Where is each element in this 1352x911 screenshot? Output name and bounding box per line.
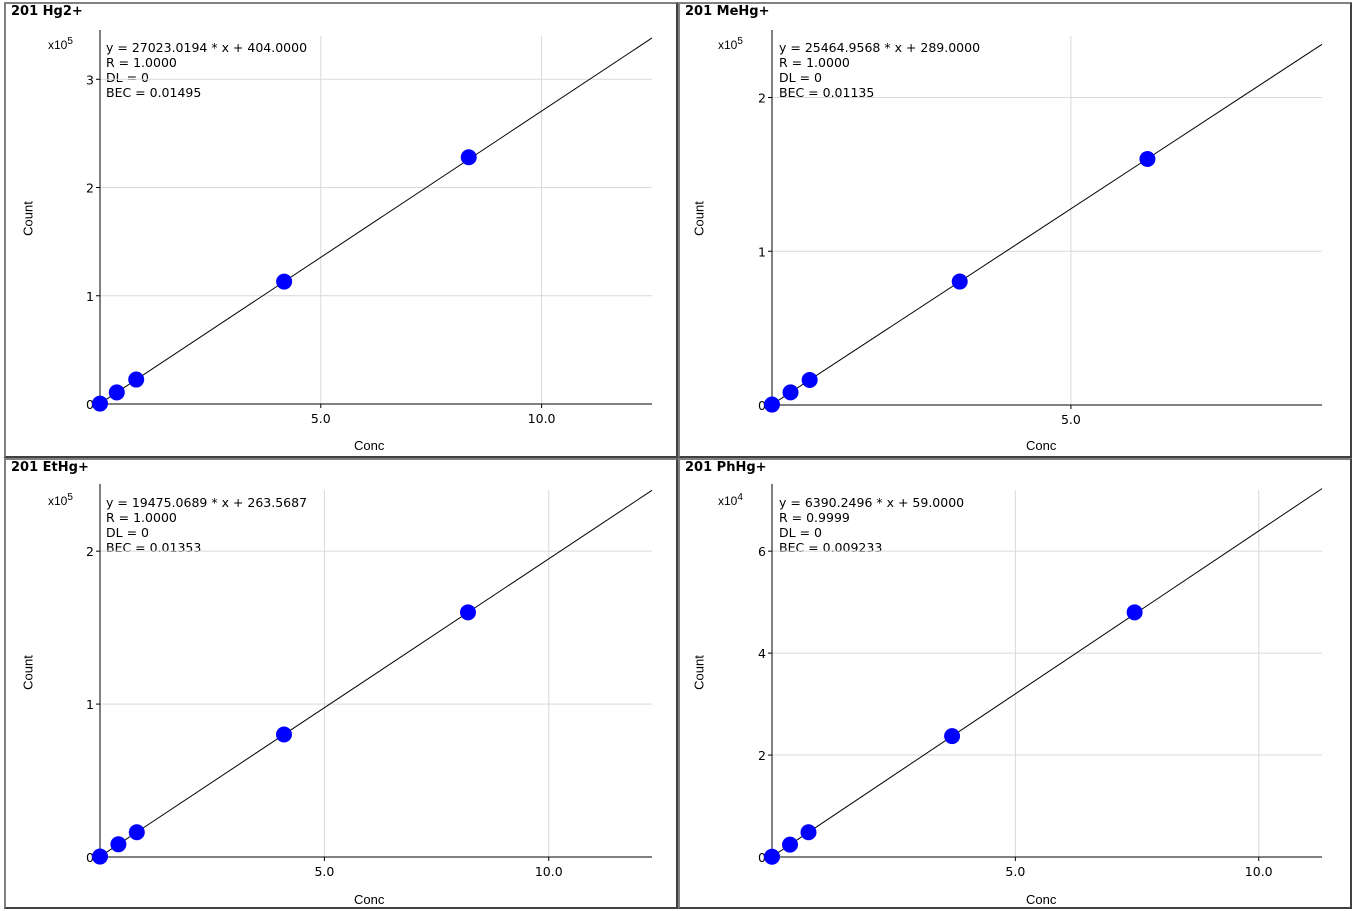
calibration-point xyxy=(108,384,125,401)
calibration-point xyxy=(92,848,108,865)
calibration-point xyxy=(92,395,108,412)
y-tick-label: 3 xyxy=(86,72,94,87)
calibration-point xyxy=(276,273,293,290)
y-tick-label: 1 xyxy=(86,289,94,304)
y-tick-label: 1 xyxy=(758,244,766,259)
multiplier-exponent: 5 xyxy=(67,36,73,47)
calibration-point xyxy=(782,836,799,853)
calibration-point xyxy=(764,848,780,865)
multiplier-exponent: 4 xyxy=(737,492,743,503)
calibration-fit-line xyxy=(99,37,653,404)
plot-area: 0 1 2 3 5.0 10.0 xyxy=(86,30,653,426)
multiplier-base: x10 xyxy=(718,38,738,52)
calibration-point xyxy=(276,726,292,743)
fit-r-value: R = 1.0000 xyxy=(779,55,850,70)
plot-area: 0 2 4 6 5.0 10.0 xyxy=(758,484,1323,879)
x-axis-label: Conc xyxy=(354,438,385,453)
y-tick-label: 2 xyxy=(86,544,94,559)
multiplier-exponent: 5 xyxy=(737,36,743,47)
fit-equation: y = 25464.9568 * x + 289.0000 xyxy=(779,40,981,55)
plot-area: 0 1 2 5.0 xyxy=(758,30,1323,427)
y-tick-label: 0 xyxy=(86,850,94,865)
calibration-panel-ethg: 201 EtHg+ x105 y = 19475.0689 * x + 263.… xyxy=(4,458,678,909)
fit-dl-value: DL = 0 xyxy=(779,70,822,85)
x-axis-label: Conc xyxy=(1026,892,1057,907)
calibration-fit-line xyxy=(771,488,1323,858)
calibration-panel-mehg: 201 MeHg+ x105 y = 25464.9568 * x + 289.… xyxy=(678,2,1352,458)
fit-dl-value: DL = 0 xyxy=(779,525,822,540)
multiplier-exponent: 5 xyxy=(67,492,73,503)
calibration-point xyxy=(951,273,968,290)
calibration-point xyxy=(128,371,145,388)
panel-title: 201 EtHg+ xyxy=(11,460,89,475)
calibration-point xyxy=(801,371,818,388)
fit-r-value: R = 1.0000 xyxy=(106,55,177,70)
calibration-point xyxy=(800,824,817,841)
calibration-fit-line xyxy=(771,43,1323,405)
fit-r-value: R = 1.0000 xyxy=(106,510,177,525)
y-multiplier: x105 xyxy=(48,36,73,52)
x-axis-label: Conc xyxy=(1026,438,1057,453)
fit-bec-value: BEC = 0.01135 xyxy=(779,85,875,100)
calibration-point xyxy=(782,384,799,401)
y-tick-label: 2 xyxy=(86,181,94,196)
multiplier-base: x10 xyxy=(718,494,738,508)
x-tick-label: 10.0 xyxy=(535,864,563,879)
panel-title: 201 Hg2+ xyxy=(11,4,83,19)
x-tick-label: 5.0 xyxy=(314,864,334,879)
y-tick-label: 0 xyxy=(86,397,94,412)
calibration-panel-hg2: 201 Hg2+ x105 y = 27023.0194 * x + 404.0… xyxy=(4,2,678,458)
fit-bec-value: BEC = 0.01495 xyxy=(106,85,202,100)
plot-area: 0 1 2 5.0 10.0 xyxy=(86,484,653,879)
fit-annotation: y = 27023.0194 * x + 404.0000 R = 1.0000… xyxy=(106,40,307,100)
fit-dl-value: DL = 0 xyxy=(106,525,149,540)
x-tick-label: 10.0 xyxy=(1245,864,1273,879)
y-tick-label: 0 xyxy=(758,398,766,413)
multiplier-base: x10 xyxy=(48,494,68,508)
x-tick-label: 5.0 xyxy=(1061,412,1081,427)
y-multiplier: x105 xyxy=(718,36,743,52)
x-tick-label: 5.0 xyxy=(1005,864,1025,879)
y-tick-label: 6 xyxy=(758,544,766,559)
y-multiplier: x105 xyxy=(48,492,73,508)
fit-equation: y = 27023.0194 * x + 404.0000 xyxy=(106,40,308,55)
x-tick-label: 5.0 xyxy=(311,411,331,426)
y-multiplier: x104 xyxy=(718,492,743,508)
fit-dl-value: DL = 0 xyxy=(106,70,149,85)
y-tick-label: 1 xyxy=(86,697,94,712)
fit-annotation: y = 25464.9568 * x + 289.0000 R = 1.0000… xyxy=(779,40,980,100)
calibration-point xyxy=(944,728,961,745)
x-tick-label: 10.0 xyxy=(528,411,556,426)
panel-title: 201 PhHg+ xyxy=(685,460,767,475)
calibration-point xyxy=(1139,151,1156,167)
fit-r-value: R = 0.9999 xyxy=(779,510,850,525)
multiplier-base: x10 xyxy=(48,38,68,52)
calibration-point xyxy=(460,149,477,166)
y-tick-label: 2 xyxy=(758,748,766,763)
panel-title: 201 MeHg+ xyxy=(685,4,770,19)
calibration-fit-line xyxy=(99,489,653,858)
calibration-point xyxy=(1126,604,1143,621)
y-tick-label: 4 xyxy=(758,646,766,661)
calibration-point xyxy=(764,396,780,413)
x-axis-label: Conc xyxy=(354,892,385,907)
calibration-point xyxy=(110,836,127,853)
calibration-point xyxy=(460,604,476,621)
calibration-panel-phhg: 201 PhHg+ x104 y = 6390.2496 * x + 59.00… xyxy=(678,458,1352,909)
fit-equation: y = 6390.2496 * x + 59.0000 xyxy=(779,495,965,510)
y-tick-label: 0 xyxy=(758,850,766,865)
y-tick-label: 2 xyxy=(758,91,766,106)
fit-equation: y = 19475.0689 * x + 263.5687 xyxy=(106,495,308,510)
calibration-point xyxy=(128,824,145,841)
